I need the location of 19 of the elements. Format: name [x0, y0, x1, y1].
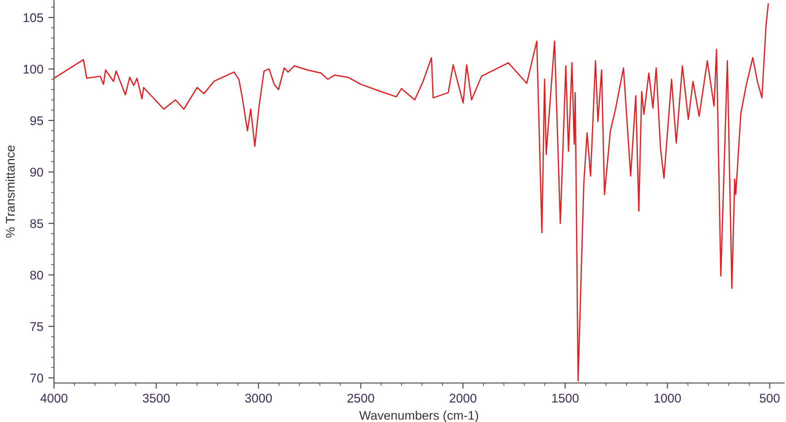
y-tick-label: 85 — [30, 219, 44, 228]
y-tick-label: 80 — [30, 270, 44, 280]
x-axis-title: Wavenumbers (cm-1) — [359, 410, 478, 422]
x-tick-label: 2000 — [450, 394, 476, 403]
y-tick-label: 90 — [30, 168, 44, 177]
y-axis-title: % Transmittance — [6, 146, 15, 238]
x-tick-label: 2500 — [347, 394, 374, 403]
x-tick-label: 1000 — [654, 394, 681, 403]
x-tick-label: 3000 — [245, 394, 272, 403]
x-tick-label: 4000 — [40, 394, 68, 403]
y-tick-label: 100 — [24, 64, 44, 74]
line-series — [54, 3, 769, 382]
y-tick-label: 95 — [30, 116, 44, 126]
x-tick-label: 1500 — [552, 394, 579, 403]
x-tick-label: 500 — [760, 394, 780, 403]
y-tick-label: 75 — [30, 322, 44, 332]
y-tick-label: 105 — [24, 13, 44, 22]
x-tick-label: 3500 — [142, 394, 170, 403]
y-tick-label: 70 — [30, 374, 44, 383]
